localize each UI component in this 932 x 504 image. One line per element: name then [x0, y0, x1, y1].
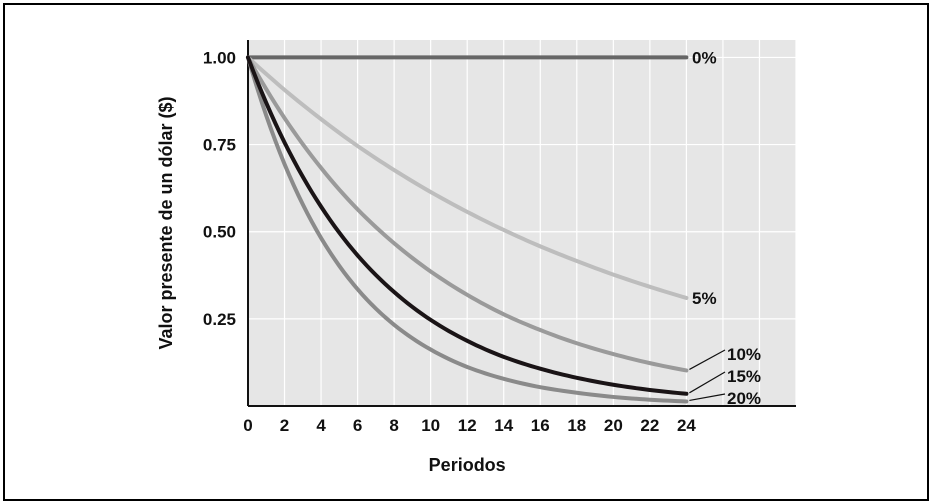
x-tick-label: 12 [458, 416, 477, 435]
series-line [246, 55, 689, 373]
x-tick-label: 0 [243, 416, 252, 435]
x-tick-label: 16 [531, 416, 550, 435]
x-tick-label: 22 [640, 416, 659, 435]
series-label-leader [689, 371, 726, 394]
x-tick-label: 2 [280, 416, 289, 435]
x-tick-label: 24 [677, 416, 696, 435]
x-tick-label: 10 [421, 416, 440, 435]
y-tick-label: 0.75 [203, 136, 236, 155]
plot-area [248, 40, 796, 406]
x-tick-label: 14 [494, 416, 513, 435]
x-tick-labels: 0 2 4 6 8 10 12 14 16 18 20 22 24 [243, 416, 696, 435]
x-tick-label: 6 [353, 416, 362, 435]
grid-lines [248, 40, 797, 406]
x-tick-label: 8 [389, 416, 398, 435]
series-label: 15% [727, 367, 761, 386]
y-tick-labels: 0.25 0.50 0.75 1.00 [203, 48, 236, 328]
x-tick-label: 20 [604, 416, 623, 435]
series-line [246, 55, 689, 396]
series-label: 20% [727, 389, 761, 408]
series-label: 5% [692, 289, 717, 308]
series-labels: 0% 5% 10% 15% 20% [689, 48, 761, 408]
x-axis-title: Periodos [429, 455, 506, 475]
y-tick-label: 1.00 [203, 48, 236, 67]
x-tick-label: 4 [316, 416, 326, 435]
axes [247, 40, 796, 407]
x-tick-label: 18 [567, 416, 586, 435]
y-tick-label: 0.25 [203, 310, 236, 329]
series-line [246, 55, 689, 300]
series-lines [246, 55, 689, 404]
y-tick-label: 0.50 [203, 223, 236, 242]
series-label-leader [689, 393, 726, 402]
series-label: 0% [692, 48, 717, 67]
y-axis-title: Valor presente de un dólar ($) [156, 96, 176, 349]
series-label-leader [689, 349, 726, 370]
series-label: 10% [727, 345, 761, 364]
series-line [246, 55, 689, 404]
